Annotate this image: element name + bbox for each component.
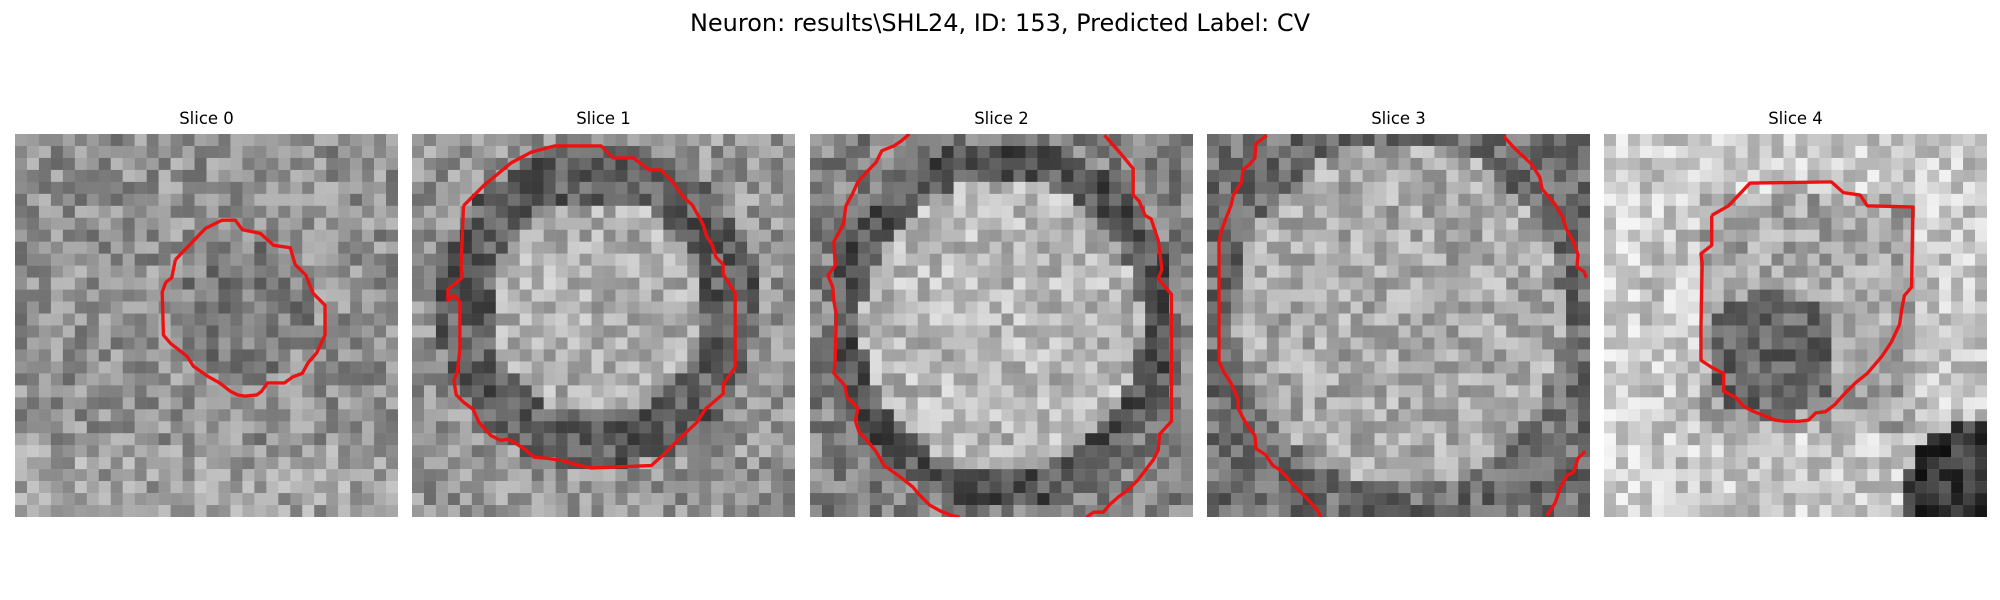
slice-image-2	[810, 134, 1193, 517]
slice-4-contour	[1699, 180, 1915, 423]
slice-image-3	[1207, 134, 1590, 517]
slice-title-3: Slice 3	[1371, 109, 1426, 128]
slice-3-pixels	[1207, 134, 1590, 517]
figure-title: Neuron: results\SHL24, ID: 153, Predicte…	[689, 9, 1311, 37]
slice-title-0: Slice 0	[179, 109, 234, 128]
slice-0-contour	[160, 218, 327, 398]
slice-image-0	[15, 134, 398, 517]
slice-3-contour-a	[1217, 134, 1323, 517]
slice-2-contour-b	[1085, 134, 1174, 517]
slice-title-2: Slice 2	[974, 109, 1029, 128]
slice-panel-0: Slice 0	[15, 108, 398, 517]
slice-1-pixels	[412, 134, 795, 517]
slice-3-contour-c	[1545, 449, 1587, 517]
slice-panel-4: Slice 4	[1604, 108, 1987, 517]
slice-0-pixels	[15, 134, 398, 517]
slice-1-contour	[446, 144, 737, 470]
slice-4-pixels	[1604, 134, 1987, 517]
slice-image-1	[412, 134, 795, 517]
slice-2-pixels	[810, 134, 1193, 517]
slice-3-contour-b	[1502, 135, 1588, 279]
slice-panel-2: Slice 2	[810, 108, 1193, 517]
slice-2-contour-a	[826, 134, 960, 517]
slice-title-4: Slice 4	[1768, 109, 1823, 128]
slice-panel-3: Slice 3	[1207, 108, 1590, 517]
slice-panel-1: Slice 1	[412, 108, 795, 517]
slice-title-1: Slice 1	[576, 109, 631, 128]
slice-image-4	[1604, 134, 1987, 517]
